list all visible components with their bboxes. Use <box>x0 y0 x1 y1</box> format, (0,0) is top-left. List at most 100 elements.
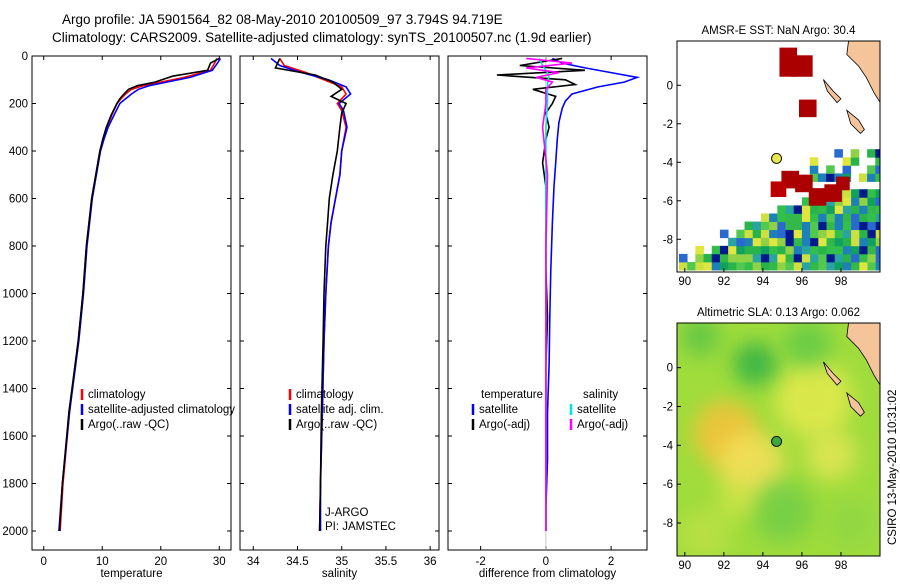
x-axis-label: salinity <box>322 568 357 580</box>
sst-cell <box>711 253 721 263</box>
sst-cell <box>785 221 795 231</box>
sst-cell <box>810 237 819 247</box>
sst-cell <box>785 229 795 239</box>
y-tick-label: 400 <box>9 146 28 158</box>
sst-cell <box>834 221 844 231</box>
x-tick-label: 0 <box>543 556 549 568</box>
sst-cell <box>752 237 762 247</box>
sst-cell <box>801 253 811 263</box>
sla-anomaly-blob <box>784 323 832 368</box>
sst-cell <box>826 245 836 255</box>
sst-cell <box>736 237 745 247</box>
island-land <box>823 361 842 386</box>
sst-cell <box>793 261 803 271</box>
sst-cell <box>851 237 860 247</box>
argo-float-marker <box>771 435 782 447</box>
y-tick-label: -8 <box>663 518 673 530</box>
sst-cell <box>728 261 737 271</box>
island-land <box>846 109 865 134</box>
sst-cell <box>842 189 852 198</box>
sst-cell <box>777 229 786 239</box>
sst-cell <box>875 213 880 222</box>
sst-cell <box>818 229 827 239</box>
sst-cell <box>744 229 754 239</box>
sst-cell <box>867 237 877 247</box>
sst-cell <box>769 253 778 263</box>
sst-cell <box>867 253 877 263</box>
x-axis-label: temperature <box>100 568 162 580</box>
figure-title-line2: Climatology: CARS2009. Satellite-adjuste… <box>52 30 592 45</box>
y-tick-label: 1800 <box>2 479 28 491</box>
sst-cell <box>859 205 868 214</box>
sst-cell <box>826 229 836 239</box>
sst-cell <box>834 213 844 222</box>
legend-label: satellite <box>577 404 616 416</box>
sst-warm-cell <box>836 176 850 191</box>
sst-cell <box>842 261 852 271</box>
sst-cell <box>818 253 827 263</box>
sst-cell <box>818 261 827 271</box>
sst-cell <box>769 229 778 239</box>
sst-cell <box>842 229 852 239</box>
y-tick-label: -2 <box>663 401 673 413</box>
sst-cell <box>728 237 737 247</box>
sst-cell <box>875 237 880 247</box>
sst-cell <box>867 197 877 206</box>
y-tick-label: 200 <box>9 99 28 111</box>
y-tick-label: 0 <box>22 51 28 63</box>
sst-cell <box>850 149 860 158</box>
x-tick-label: 0 <box>41 556 47 568</box>
sst-cell <box>785 261 795 271</box>
legend-label: Argo(-adj) <box>577 419 628 431</box>
sst-cell <box>875 253 880 263</box>
sst-cell <box>801 221 811 231</box>
sst-cell <box>801 245 811 255</box>
sst-cell <box>834 245 844 255</box>
sst-cell <box>719 229 729 239</box>
sst-cell <box>678 253 688 263</box>
x-tick-label: 10 <box>96 556 109 568</box>
sst-cell <box>801 205 811 214</box>
series-line-climatology <box>279 57 348 532</box>
sst-cell <box>744 261 754 271</box>
x-tick-label: 94 <box>756 276 769 288</box>
sst-cell <box>851 205 860 214</box>
legend-label: climatology <box>88 389 146 401</box>
sst-cell <box>801 197 811 206</box>
sla-anomaly-blob <box>774 359 853 438</box>
legend-label: satellite <box>479 404 518 416</box>
sst-cell <box>834 237 844 247</box>
sst-cell <box>769 213 778 222</box>
series-line-salinity-argo-adj- <box>526 57 573 531</box>
sst-cell <box>760 237 770 247</box>
sst-cell <box>875 165 880 174</box>
sst-cell <box>777 237 786 247</box>
sst-cell <box>810 229 819 239</box>
sst-cell <box>850 157 860 166</box>
sst-cell <box>867 245 877 255</box>
sst-cell <box>810 221 819 231</box>
map-frame <box>676 322 881 557</box>
sst-cell <box>793 253 803 263</box>
plot-frame <box>239 55 440 551</box>
plot-frame <box>31 55 232 551</box>
sst-cell <box>736 253 745 263</box>
sst-cell <box>818 221 827 231</box>
sst-cell <box>867 149 876 158</box>
timestamp-stamp: CSIRO 13-May-2010 10:31:02 <box>887 390 899 545</box>
series-line-temperature-satellite <box>545 57 641 531</box>
sst-cell <box>867 165 876 174</box>
y-tick-label: 1600 <box>2 431 28 443</box>
y-tick-label: -4 <box>663 157 674 169</box>
sst-cell <box>875 229 880 239</box>
sst-cell <box>777 253 786 263</box>
sst-cell <box>851 261 860 271</box>
sst-cell <box>793 205 803 214</box>
x-tick-label: 98 <box>835 276 848 288</box>
x-tick-label: 96 <box>796 276 809 288</box>
sst-cell <box>867 229 877 239</box>
legend-heading-salinity: salinity <box>583 389 618 401</box>
